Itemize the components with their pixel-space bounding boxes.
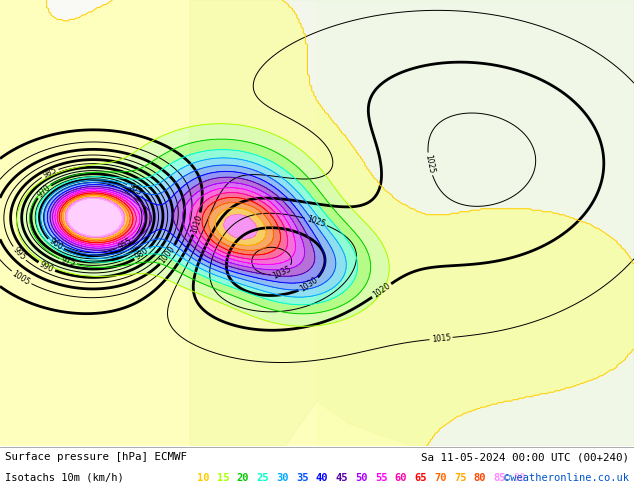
- Text: 55: 55: [375, 473, 387, 483]
- Text: 75: 75: [454, 473, 467, 483]
- Text: 995: 995: [11, 245, 27, 262]
- Text: 970: 970: [36, 183, 52, 199]
- Text: 50: 50: [355, 473, 368, 483]
- Text: 1015: 1015: [431, 333, 451, 344]
- Text: Isotachs 10m (km/h): Isotachs 10m (km/h): [5, 473, 130, 483]
- Text: 990: 990: [38, 259, 55, 274]
- Text: 10: 10: [197, 473, 209, 483]
- Text: 1025: 1025: [424, 154, 436, 174]
- Text: 80: 80: [474, 473, 486, 483]
- Text: 20: 20: [236, 473, 249, 483]
- Text: Sa 11-05-2024 00:00 UTC (00+240): Sa 11-05-2024 00:00 UTC (00+240): [421, 452, 629, 463]
- Text: 15: 15: [217, 473, 230, 483]
- Text: 1020: 1020: [372, 281, 392, 300]
- Text: Surface pressure [hPa] ECMWF: Surface pressure [hPa] ECMWF: [5, 452, 187, 463]
- Text: 985: 985: [41, 166, 58, 180]
- Text: ©weatheronline.co.uk: ©weatheronline.co.uk: [504, 473, 629, 483]
- Text: 45: 45: [335, 473, 348, 483]
- Text: 35: 35: [296, 473, 308, 483]
- Text: 955: 955: [117, 236, 134, 252]
- Text: 1030: 1030: [298, 276, 320, 294]
- Text: 85: 85: [493, 473, 506, 483]
- Text: 980: 980: [134, 246, 150, 262]
- Text: 1000: 1000: [158, 245, 177, 266]
- Text: 65: 65: [415, 473, 427, 483]
- Text: 1005: 1005: [11, 269, 32, 287]
- Text: 1010: 1010: [190, 213, 204, 234]
- Text: 90: 90: [514, 473, 526, 483]
- Text: 30: 30: [276, 473, 288, 483]
- Text: 965: 965: [126, 181, 143, 197]
- Text: 1035: 1035: [271, 264, 293, 281]
- Text: 40: 40: [316, 473, 328, 483]
- Polygon shape: [317, 0, 634, 446]
- Text: 960: 960: [47, 237, 64, 252]
- Polygon shape: [190, 0, 634, 446]
- Text: 25: 25: [256, 473, 269, 483]
- Text: 70: 70: [434, 473, 447, 483]
- Text: 60: 60: [394, 473, 407, 483]
- Text: 1025: 1025: [306, 214, 327, 229]
- Text: 975: 975: [60, 255, 76, 268]
